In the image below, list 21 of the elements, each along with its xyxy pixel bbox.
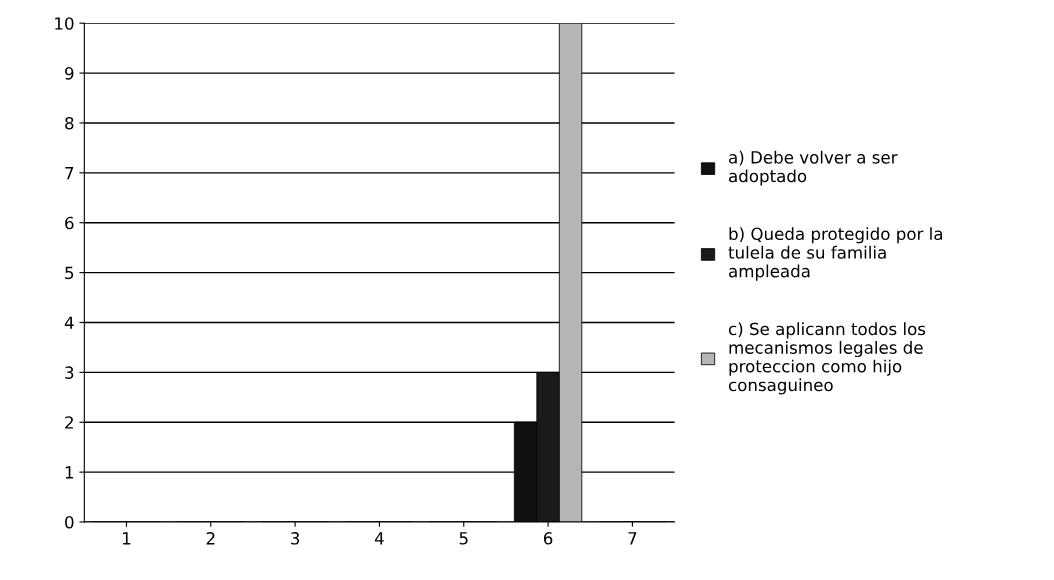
x-tick-label: 6 bbox=[543, 532, 553, 545]
y-tick-label: 4 bbox=[64, 316, 74, 329]
x-tick-label: 4 bbox=[374, 532, 384, 545]
legend-label: b) Queda protegido por la tulela de su familia ampleada bbox=[728, 227, 943, 281]
x-tick-label: 3 bbox=[291, 532, 300, 545]
x-tick-label: 2 bbox=[206, 532, 215, 545]
y-tick-label: 5 bbox=[65, 266, 74, 280]
x-tick-label: 1 bbox=[123, 532, 131, 545]
y-tick-label: 1 bbox=[65, 466, 74, 479]
y-tick-label: 8 bbox=[65, 116, 74, 130]
x-tick-label: 5 bbox=[459, 532, 468, 545]
y-tick-label: 9 bbox=[65, 67, 74, 80]
y-tick-label: 6 bbox=[65, 216, 74, 230]
legend-label: a) Debe volver a ser adoptado bbox=[729, 150, 898, 186]
y-tick-label: 2 bbox=[65, 416, 73, 429]
y-tick-label: 10 bbox=[55, 17, 74, 30]
legend-label: c) Se aplicann todos los mecanismos legales de proteccion como hijo consaguineo bbox=[728, 322, 926, 395]
y-tick-label: 3 bbox=[65, 366, 74, 379]
y-tick-label: 7 bbox=[65, 167, 74, 180]
y-tick-label: 0 bbox=[65, 515, 74, 529]
x-tick-label: 7 bbox=[628, 532, 637, 545]
